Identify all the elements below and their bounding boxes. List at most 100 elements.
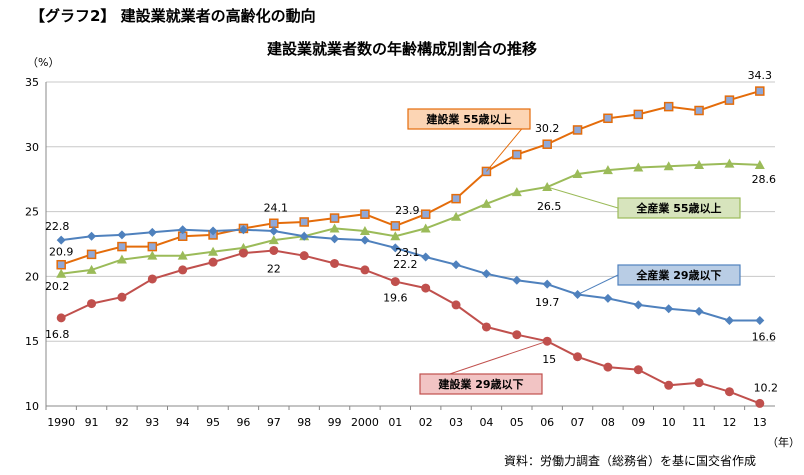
- callout-label-allind-55plus: 全産業 55歳以上: [635, 201, 721, 215]
- marker-allind-29under: [694, 306, 704, 316]
- marker-construction-29under: [269, 245, 279, 255]
- marker-construction-29under: [755, 398, 765, 408]
- marker-construction-29under: [178, 265, 188, 275]
- data-label: 15: [542, 353, 556, 366]
- y-tick-label: 10: [25, 400, 39, 413]
- marker-allind-55plus: [511, 187, 522, 197]
- data-label: 22.2: [393, 258, 418, 271]
- marker-construction-55plus: [755, 86, 765, 96]
- page-header: 【グラフ2】 建設業就業者の高齢化の動向: [30, 7, 316, 25]
- marker-construction-55plus: [117, 241, 127, 252]
- marker-allind-29under: [603, 293, 613, 303]
- data-label: 34.3: [748, 69, 773, 82]
- callout-leader: [547, 186, 619, 209]
- data-label: 24.1: [264, 201, 289, 214]
- x-tick-label: 92: [115, 416, 129, 429]
- marker-construction-29under: [573, 352, 583, 362]
- data-label: 19.7: [535, 296, 560, 309]
- x-tick-label: 99: [328, 416, 342, 429]
- data-label: 23.1: [395, 246, 420, 259]
- data-label: 10.2: [754, 381, 779, 394]
- marker-allind-29under: [87, 231, 97, 241]
- x-tick-label: 08: [601, 416, 615, 429]
- y-tick-label: 15: [25, 335, 39, 348]
- x-tick-label: 09: [631, 416, 645, 429]
- x-tick-label: 10: [662, 416, 676, 429]
- data-label: 28.6: [752, 173, 777, 186]
- data-label: 16.8: [45, 328, 70, 341]
- x-tick-label: 12: [722, 416, 736, 429]
- marker-allind-29under: [633, 300, 643, 310]
- x-tick-label: 11: [692, 416, 706, 429]
- marker-allind-55plus: [724, 158, 735, 168]
- marker-allind-55plus: [390, 231, 401, 241]
- marker-allind-55plus: [208, 246, 219, 256]
- series-line-construction-55plus: [60, 90, 761, 266]
- x-tick-label: 02: [419, 416, 433, 429]
- marker-allind-55plus: [329, 223, 340, 233]
- marker-allind-29under: [208, 226, 218, 236]
- x-tick-label: 98: [297, 416, 311, 429]
- marker-construction-55plus: [56, 259, 66, 270]
- marker-allind-55plus: [754, 159, 765, 169]
- marker-construction-29under: [208, 257, 218, 267]
- x-tick-label: 94: [176, 416, 190, 429]
- marker-allind-55plus: [663, 161, 674, 171]
- marker-allind-55plus: [481, 198, 492, 208]
- marker-construction-55plus: [724, 95, 735, 105]
- callout-box-construction-55plus: [407, 108, 531, 130]
- y-tick-label: 25: [25, 206, 39, 219]
- x-tick-label: 01: [388, 416, 402, 429]
- marker-allind-55plus: [572, 169, 583, 179]
- marker-allind-29under: [451, 260, 461, 270]
- marker-construction-29under: [390, 277, 400, 287]
- marker-allind-29under: [390, 243, 400, 253]
- callout-leader: [577, 274, 619, 295]
- x-tick-label: 07: [571, 416, 585, 429]
- marker-construction-29under: [421, 283, 431, 293]
- marker-allind-29under: [664, 304, 674, 314]
- marker-allind-29under: [542, 279, 552, 289]
- x-tick-label: 05: [510, 416, 524, 429]
- marker-allind-29under: [147, 227, 157, 237]
- data-labels: 20.9 24.1 23.9 30.2 34.3 20.2 23.1 26.5 28.6 22.8…: [45, 69, 778, 394]
- data-label: 22: [267, 262, 281, 275]
- marker-allind-29under: [360, 235, 370, 245]
- x-tick-label: 97: [267, 416, 281, 429]
- x-tick-label: 03: [449, 416, 463, 429]
- marker-allind-55plus: [177, 250, 188, 260]
- axes: 10 15 20 25 30 35 1990 91 92 93 94 95 96 97 98 99 2000 01…: [25, 76, 775, 429]
- x-tick-label: 93: [145, 416, 159, 429]
- marker-allind-29under: [299, 231, 309, 241]
- marker-construction-29under: [633, 365, 643, 375]
- data-label: 19.6: [383, 292, 408, 305]
- marker-construction-55plus: [329, 213, 340, 223]
- callout-label-construction-55plus: 建設業 55歳以上: [426, 112, 511, 126]
- marker-allind-29under: [330, 234, 340, 244]
- marker-allind-29under: [117, 230, 127, 240]
- marker-allind-55plus: [56, 268, 67, 278]
- x-tick-label: 95: [206, 416, 220, 429]
- marker-construction-29under: [694, 378, 704, 388]
- marker-construction-29under: [603, 362, 613, 372]
- marker-construction-55plus: [572, 125, 583, 135]
- data-label: 16.6: [752, 330, 777, 343]
- x-tick-label: 2000: [351, 416, 379, 429]
- marker-allind-29under: [421, 252, 431, 262]
- marker-construction-29under: [512, 330, 522, 340]
- x-tick-label: 1990: [47, 416, 75, 429]
- marker-construction-29under: [360, 265, 370, 275]
- marker-construction-55plus: [390, 221, 401, 231]
- marker-allind-55plus: [602, 165, 613, 175]
- marker-construction-55plus: [86, 249, 97, 260]
- marker-construction-29under: [451, 300, 461, 310]
- marker-construction-55plus: [694, 105, 704, 116]
- x-tick-label: 91: [85, 416, 99, 429]
- callout-box-allind-29under: [617, 264, 741, 286]
- data-label: 23.9: [395, 204, 420, 217]
- marker-allind-29under: [755, 315, 765, 325]
- x-tick-label: 96: [236, 416, 250, 429]
- marker-construction-55plus: [299, 217, 309, 227]
